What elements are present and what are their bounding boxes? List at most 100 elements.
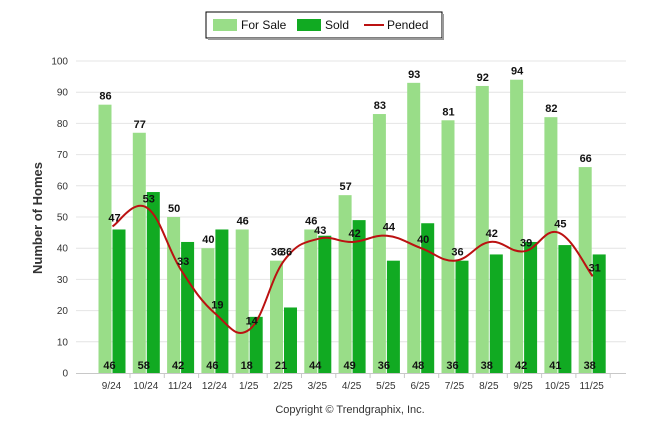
- data-label-for-sale: 94: [511, 66, 524, 78]
- data-label-for-sale: 57: [339, 181, 351, 193]
- bar-sold[interactable]: [558, 245, 572, 373]
- bar-sold[interactable]: [112, 229, 126, 373]
- data-label-sold: 42: [172, 360, 184, 372]
- x-tick-label: 4/25: [342, 381, 362, 392]
- bar-sold[interactable]: [386, 260, 400, 373]
- data-label-sold: 44: [309, 360, 322, 372]
- bar-for-sale[interactable]: [441, 120, 455, 373]
- data-label-for-sale: 86: [99, 91, 111, 103]
- data-label-sold: 46: [103, 360, 115, 372]
- data-label-for-sale: 81: [442, 106, 454, 118]
- bar-sold[interactable]: [215, 229, 229, 373]
- data-label-for-sale: 40: [202, 234, 214, 246]
- bar-sold[interactable]: [592, 254, 606, 373]
- bar-for-sale[interactable]: [235, 229, 249, 373]
- data-label-sold: 38: [584, 360, 596, 372]
- bar-for-sale[interactable]: [132, 132, 146, 373]
- data-label-sold: 41: [549, 360, 561, 372]
- data-label-sold: 36: [378, 360, 390, 372]
- bar-sold[interactable]: [489, 254, 503, 373]
- bar-sold[interactable]: [455, 260, 469, 373]
- copyright-text: Copyright © Trendgraphix, Inc.: [275, 404, 424, 416]
- data-label-sold: 42: [515, 360, 527, 372]
- legend-item-for-sale[interactable]: For Sale: [213, 18, 287, 32]
- bar-sold[interactable]: [284, 307, 297, 373]
- x-tick-label: 8/25: [479, 381, 499, 392]
- bar-for-sale[interactable]: [372, 114, 386, 373]
- x-tick-label: 3/25: [308, 381, 328, 392]
- data-label-pended: 43: [314, 225, 326, 237]
- data-label-pended: 19: [211, 300, 223, 312]
- data-label-for-sale: 50: [168, 203, 180, 215]
- x-tick-label: 12/24: [202, 381, 227, 392]
- legend-swatch: [297, 19, 321, 31]
- bar-for-sale[interactable]: [510, 79, 524, 373]
- y-axis-title: Number of Homes: [30, 162, 45, 274]
- bar-sold[interactable]: [524, 241, 538, 373]
- data-label-pended: 45: [554, 219, 566, 231]
- x-tick-label: 10/24: [133, 381, 158, 392]
- data-label-sold: 18: [241, 360, 253, 372]
- y-tick-label: 100: [51, 57, 68, 68]
- y-tick-label: 40: [57, 244, 69, 255]
- data-label-pended: 14: [246, 315, 259, 327]
- data-label-pended: 39: [520, 237, 532, 249]
- legend-item-pended[interactable]: Pended: [364, 18, 428, 32]
- data-label-pended: 40: [417, 234, 429, 246]
- bar-for-sale[interactable]: [167, 217, 181, 373]
- legend-label: For Sale: [241, 18, 287, 32]
- y-tick-label: 70: [57, 150, 69, 161]
- bar-for-sale[interactable]: [338, 195, 352, 373]
- data-label-pended: 53: [143, 194, 155, 206]
- x-tick-label: 7/25: [445, 381, 465, 392]
- bar-for-sale[interactable]: [270, 260, 283, 373]
- data-label-sold: 48: [412, 360, 424, 372]
- labels-layer: 86 46 77 58 50 42 40 46 46 18 36 21 46 44 57 49 83 36 93 48…: [99, 66, 600, 372]
- data-label-sold: 49: [343, 360, 355, 372]
- x-tick-label: 9/25: [513, 381, 533, 392]
- y-tick-label: 50: [57, 213, 69, 224]
- data-label-for-sale: 66: [580, 153, 592, 165]
- x-tick-label: 9/24: [102, 381, 122, 392]
- data-label-sold: 58: [138, 360, 150, 372]
- bar-sold[interactable]: [318, 235, 332, 373]
- legend-label: Pended: [387, 18, 428, 32]
- y-tick-label: 60: [57, 181, 69, 192]
- data-label-pended: 42: [348, 228, 360, 240]
- bar-for-sale[interactable]: [304, 229, 318, 373]
- y-tick-label: 0: [62, 369, 68, 380]
- chart-legend[interactable]: For Sale Sold Pended: [205, 11, 444, 40]
- data-label-pended: 33: [177, 256, 189, 268]
- bars-layer: [98, 79, 606, 374]
- data-label-pended: 31: [589, 262, 601, 274]
- bar-sold[interactable]: [421, 223, 435, 373]
- pended-line[interactable]: [111, 204, 594, 335]
- data-label-for-sale: 82: [545, 103, 557, 115]
- data-label-pended: 42: [486, 228, 498, 240]
- y-tick-label: 90: [57, 88, 69, 99]
- x-tick-label: 10/25: [545, 381, 570, 392]
- data-label-for-sale: 93: [408, 69, 420, 81]
- axis-layer: 0 10 20 30 40 50 60 70 80 90 100 9/24 10/24 11/24 12/2…: [51, 57, 626, 392]
- data-label-for-sale: 92: [477, 72, 489, 84]
- x-tick-label: 5/25: [376, 381, 396, 392]
- data-label-for-sale: 46: [237, 215, 249, 227]
- legend-item-sold[interactable]: Sold: [297, 18, 349, 32]
- bar-for-sale[interactable]: [201, 248, 215, 373]
- x-tick-label: 11/24: [168, 381, 193, 392]
- data-label-sold: 21: [275, 360, 287, 372]
- legend-box: [205, 11, 443, 39]
- bar-for-sale[interactable]: [544, 117, 558, 373]
- bar-for-sale[interactable]: [578, 167, 592, 373]
- data-label-sold: 46: [206, 360, 218, 372]
- x-tick-label: 11/25: [580, 381, 605, 392]
- legend-swatch: [213, 19, 237, 31]
- bar-sold[interactable]: [352, 220, 366, 373]
- bar-for-sale[interactable]: [98, 104, 112, 374]
- bar-sold[interactable]: [249, 316, 263, 373]
- bar-for-sale[interactable]: [475, 85, 489, 374]
- x-tick-label: 6/25: [410, 381, 430, 392]
- bar-sold[interactable]: [146, 192, 160, 373]
- bar-for-sale[interactable]: [407, 82, 421, 373]
